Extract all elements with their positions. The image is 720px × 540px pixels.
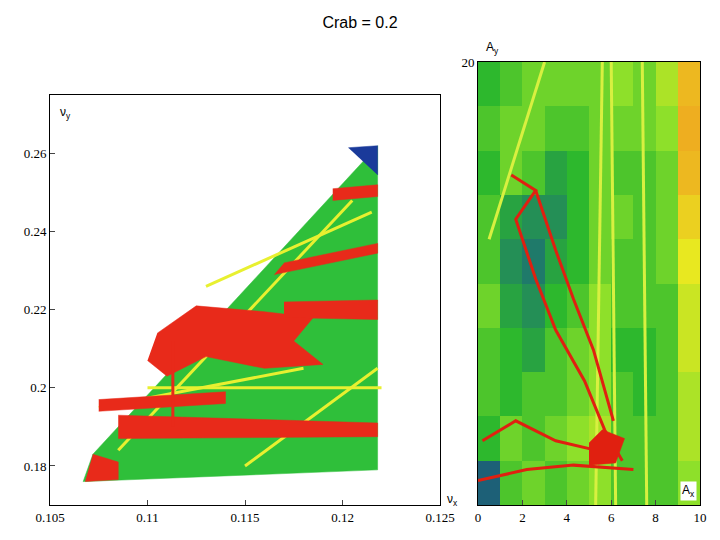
- svg-text:4: 4: [564, 510, 571, 525]
- svg-text:0.18: 0.18: [24, 459, 47, 474]
- svg-text:0.125: 0.125: [425, 510, 454, 525]
- svg-text:ν​x​: ν​x​: [447, 492, 458, 508]
- svg-text:2: 2: [519, 510, 526, 525]
- svg-text:0.26: 0.26: [24, 146, 47, 161]
- svg-text:0.12: 0.12: [331, 510, 354, 525]
- svg-text:0.22: 0.22: [24, 302, 47, 317]
- svg-text:ν​y​: ν​y​: [60, 105, 71, 121]
- svg-text:0.11: 0.11: [136, 510, 158, 525]
- svg-text:Crab = 0.2: Crab = 0.2: [322, 14, 397, 31]
- svg-text:8: 8: [652, 510, 659, 525]
- svg-text:0.24: 0.24: [24, 224, 47, 239]
- svg-text:0.105: 0.105: [35, 510, 64, 525]
- svg-text:A​x​: A​x​: [682, 483, 695, 499]
- svg-text:20: 20: [461, 55, 474, 70]
- svg-text:0.115: 0.115: [231, 510, 260, 525]
- svg-text:A​y​: A​y​: [486, 40, 499, 56]
- svg-text:0.2: 0.2: [30, 380, 46, 395]
- svg-text:10: 10: [694, 510, 707, 525]
- svg-text:0: 0: [475, 510, 482, 525]
- svg-text:6: 6: [608, 510, 615, 525]
